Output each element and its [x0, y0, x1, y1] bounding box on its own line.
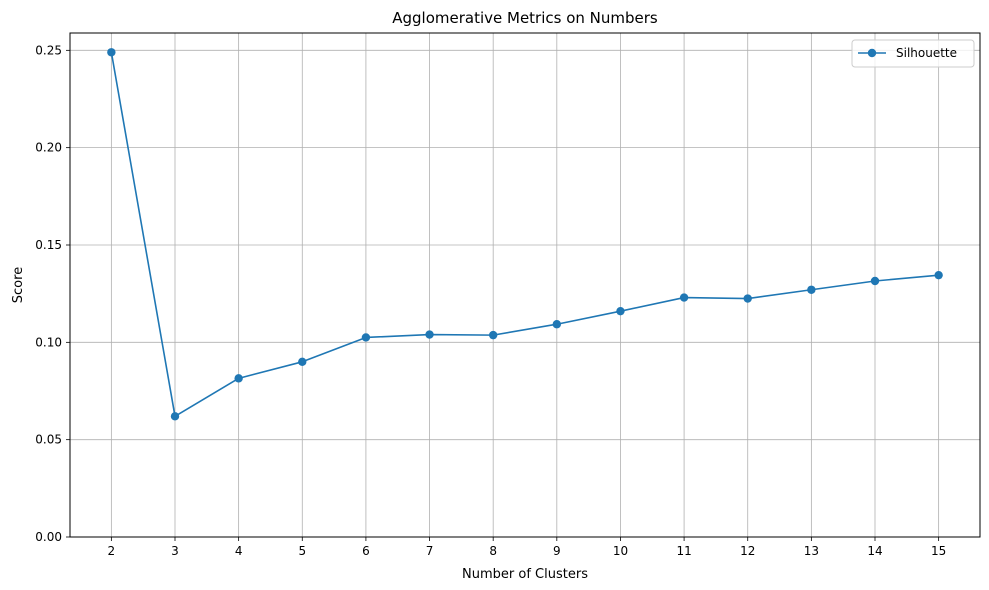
legend-box — [851, 39, 975, 68]
y-tick-label: 0.25 — [35, 43, 62, 57]
x-tick-label: 6 — [362, 544, 370, 558]
chart-title: Agglomerative Metrics on Numbers — [392, 9, 658, 27]
y-axis-label: Score — [11, 267, 26, 303]
series-group — [107, 48, 943, 421]
data-point — [870, 276, 880, 286]
x-axis-label: Number of Clusters — [462, 567, 588, 582]
x-tick-label: 14 — [867, 544, 882, 558]
data-point — [234, 374, 243, 383]
y-tick-label: 0.05 — [35, 433, 62, 447]
data-point — [170, 412, 180, 421]
x-tick-label: 3 — [171, 544, 179, 558]
data-point — [425, 330, 434, 339]
y-tick-label: 0.20 — [35, 141, 62, 155]
data-point — [934, 270, 943, 280]
data-point — [679, 293, 689, 302]
x-tick-label: 10 — [613, 544, 628, 558]
data-point — [616, 306, 625, 316]
data-point — [298, 357, 307, 366]
data-point — [107, 48, 116, 57]
data-point — [488, 330, 498, 340]
x-tick-label: 15 — [931, 544, 946, 558]
y-tick-label: 0.00 — [35, 530, 62, 544]
data-point — [361, 333, 371, 342]
data-point — [552, 320, 562, 329]
x-tick-label: 5 — [298, 544, 306, 558]
x-tick-label: 7 — [426, 544, 434, 558]
x-tick-label: 12 — [740, 544, 755, 558]
x-tick-label: 9 — [553, 544, 561, 558]
legend-marker — [867, 48, 877, 58]
y-tick-label: 0.15 — [35, 238, 62, 252]
legend-label: Silhouette — [896, 46, 957, 60]
x-tick-label: 2 — [108, 544, 116, 558]
x-tick-label: 13 — [804, 544, 819, 558]
x-tick-label: 4 — [235, 544, 243, 558]
data-point — [743, 294, 752, 303]
y-tick-label: 0.10 — [35, 335, 62, 349]
axis-ticks: 2 3 4 5 6 7 8 9 10 11 12 13 14 15 0.00 0.05 0.10 0.15 0.20… — [35, 43, 946, 558]
x-tick-label: 11 — [676, 544, 691, 558]
series-line — [110, 52, 939, 418]
x-tick-label: 8 — [489, 544, 497, 558]
legend: Silhouette — [851, 39, 975, 68]
data-point — [807, 285, 816, 294]
plot-frame — [69, 32, 981, 538]
